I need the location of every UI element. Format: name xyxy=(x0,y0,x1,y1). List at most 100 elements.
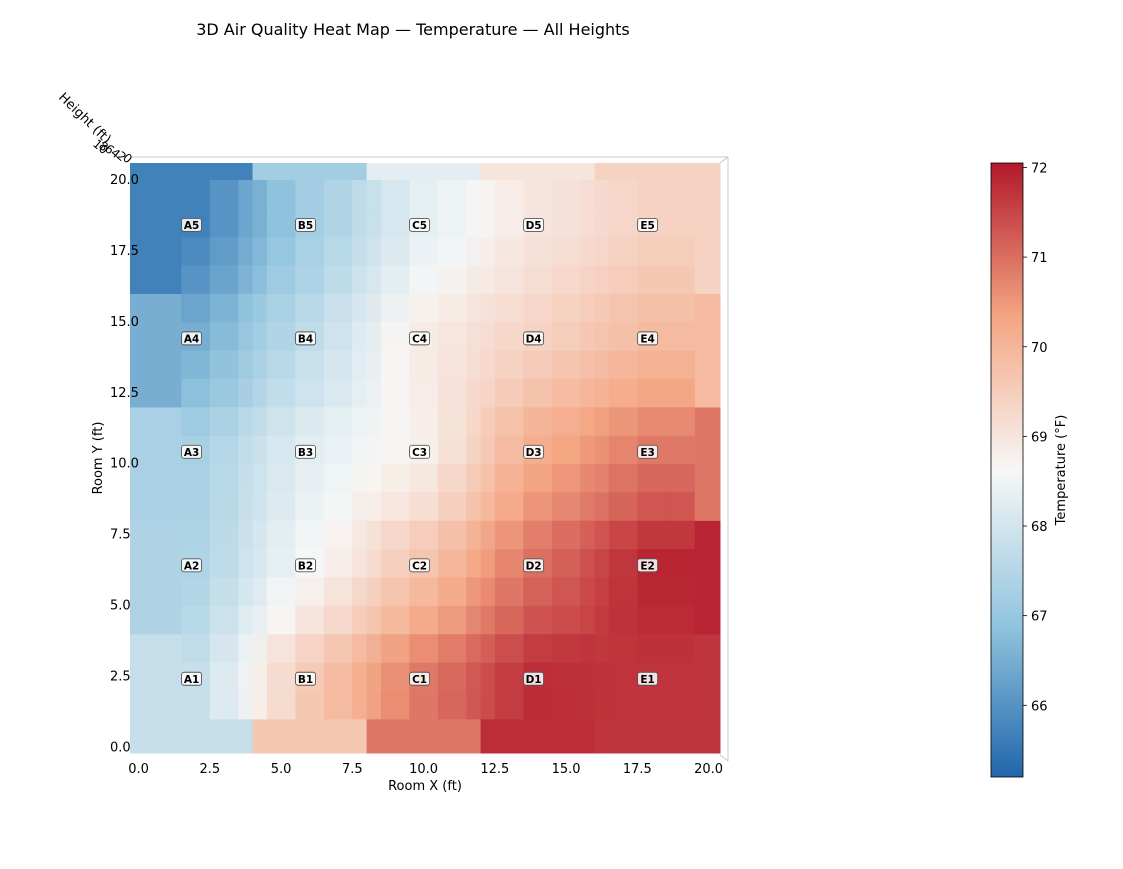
heatmap-cell xyxy=(295,378,325,408)
heatmap-cell xyxy=(323,492,353,521)
heatmap-cell xyxy=(608,208,638,238)
colorbar-tick-label: 68 xyxy=(1031,520,1048,535)
heatmap-cell xyxy=(352,605,382,635)
heatmap-cell xyxy=(209,435,239,465)
sensor-label: B1 xyxy=(295,671,317,686)
heatmap-cell xyxy=(238,662,268,691)
sensor-label-text: C2 xyxy=(412,560,427,572)
heatmap-cell xyxy=(494,548,524,578)
heatmap-cell xyxy=(209,690,239,720)
heatmap-cell xyxy=(551,548,581,578)
heatmap-cell xyxy=(409,236,439,266)
heatmap-cell xyxy=(466,435,496,465)
heatmap-cell xyxy=(551,577,581,606)
heatmap-cell xyxy=(551,463,581,493)
heatmap-cell xyxy=(209,548,239,578)
heatmap-cell xyxy=(295,180,325,209)
heatmap-cell xyxy=(323,548,353,578)
heatmap-cell xyxy=(466,378,496,408)
heatmap-cell xyxy=(637,605,667,635)
sensor-label-box xyxy=(637,558,659,573)
heatmap-cell xyxy=(266,406,296,436)
heatmap-cell xyxy=(551,236,581,266)
sensor-label-box xyxy=(637,671,659,686)
heatmap-cell xyxy=(266,690,296,720)
x-tick-label: 2.5 xyxy=(199,762,220,777)
heatmap-cell xyxy=(437,463,467,493)
heatmap-cell xyxy=(266,548,296,578)
sensor-label-box xyxy=(409,558,431,573)
heatmap-cell xyxy=(295,633,325,663)
heatmap-cell xyxy=(437,350,467,379)
x-tick-label: 15.0 xyxy=(552,762,581,777)
y-tick-label: 2.5 xyxy=(110,669,131,684)
heatmap-cell xyxy=(295,492,325,521)
heatmap-cell xyxy=(665,605,695,635)
heatmap-cell xyxy=(323,236,353,266)
heatmap-cell xyxy=(409,406,439,436)
heatmap-cell xyxy=(323,605,353,635)
heatmap-cell xyxy=(380,236,410,266)
sensor-label: A2 xyxy=(181,558,203,572)
sensor-label-text: E4 xyxy=(640,333,654,345)
sensor-label-box xyxy=(523,444,545,459)
heatmap-cell xyxy=(551,350,581,379)
heatmap-cell xyxy=(238,690,268,720)
heatmap-cell xyxy=(665,208,695,238)
heatmap-cell xyxy=(665,520,695,550)
heatmap-cell xyxy=(494,463,524,493)
heatmap-cell xyxy=(437,577,467,606)
heatmap-cell xyxy=(637,463,667,493)
heatmap-cell xyxy=(352,180,382,209)
heatmap-cell xyxy=(551,633,581,663)
heatmap-cell xyxy=(494,293,524,323)
heatmap-cell xyxy=(665,577,695,606)
heatmap-cell xyxy=(181,265,211,294)
sensor-label: D1 xyxy=(523,671,545,686)
sensor-label-box xyxy=(409,671,431,686)
heatmap-cell xyxy=(523,350,553,379)
heatmap-cell xyxy=(608,180,638,209)
heatmap-cell xyxy=(523,492,553,521)
heatmap-cell xyxy=(608,406,638,436)
heatmap-cell xyxy=(181,605,211,635)
heatmap-cell xyxy=(380,435,410,465)
heatmap-cell xyxy=(608,548,638,578)
heatmap-cell xyxy=(437,208,467,238)
heatmap-cell xyxy=(608,293,638,323)
heatmap-cell xyxy=(352,690,382,720)
heatmap-cell xyxy=(323,321,353,351)
heatmap-cell xyxy=(266,463,296,493)
heatmap-cell xyxy=(352,492,382,521)
heatmap-cell xyxy=(380,265,410,294)
heatmap-cell xyxy=(523,605,553,635)
heatmap-cell xyxy=(380,463,410,493)
heatmap-cell xyxy=(181,633,211,663)
sensor-label-box xyxy=(523,331,545,346)
heatmap-cell xyxy=(380,293,410,323)
sensor-label-box xyxy=(295,444,317,459)
x-tick-label: 5.0 xyxy=(271,762,292,777)
sensor-label-text: B3 xyxy=(298,447,313,459)
sensor-label: C4 xyxy=(409,331,431,345)
heatmap-cell xyxy=(466,208,496,238)
colorbar-ticks: 66 67 68 69 70 71 72 xyxy=(1023,161,1048,714)
y-tick-label: 0.0 xyxy=(110,740,131,755)
heatmap-cell xyxy=(295,236,325,266)
colorbar-tick-label: 72 xyxy=(1031,161,1048,176)
heatmap-cell xyxy=(352,463,382,493)
sensor-labels: A1 B1 C1 D1 E1 A2 B2 C2 D2 E2 A3 B3 C3 D3 E3 A4 B4 C4 D4 E4… xyxy=(181,217,659,686)
heatmap-cell xyxy=(466,492,496,521)
heatmap-cell xyxy=(181,577,211,606)
heatmap-cell xyxy=(295,463,325,493)
heatmap-cell xyxy=(266,265,296,294)
heatmap-cell xyxy=(494,633,524,663)
sensor-label: E2 xyxy=(637,558,659,573)
heatmap-cell xyxy=(238,208,268,238)
heatmap-cell xyxy=(665,662,695,691)
heatmap-cell xyxy=(437,180,467,209)
sensor-label-text: A3 xyxy=(184,447,199,459)
x-axis-label: Room X (ft) xyxy=(388,779,462,794)
heatmap-cell xyxy=(665,321,695,351)
